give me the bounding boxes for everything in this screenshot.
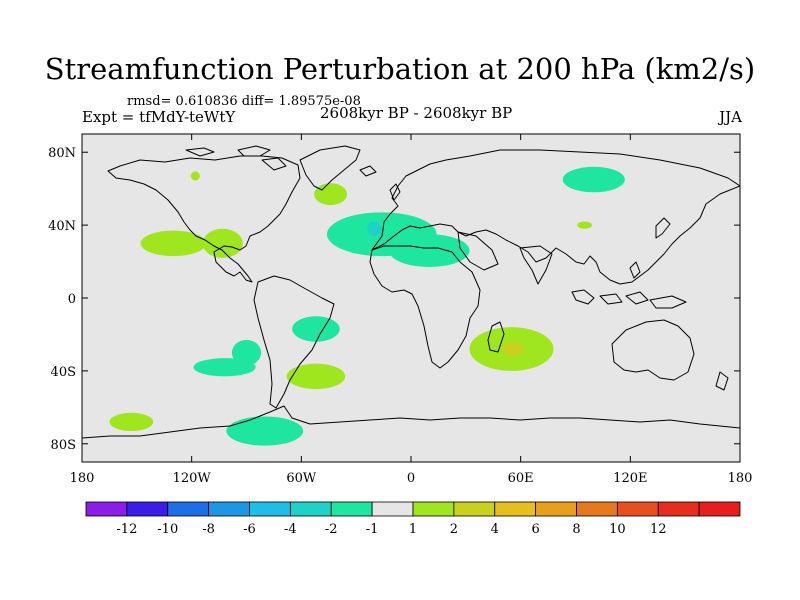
x-tick-label: 60E — [508, 471, 534, 486]
y-tick-label: 40S — [51, 365, 76, 380]
colorbar-label: 10 — [609, 522, 626, 537]
colorbar-swatch — [249, 501, 291, 517]
anomaly-patch — [109, 412, 154, 432]
colorbar-label: -8 — [202, 522, 215, 537]
anomaly-patch — [389, 234, 470, 268]
anomaly-patch — [292, 316, 340, 342]
anomaly-patch — [286, 363, 346, 390]
colorbar-swatch — [494, 501, 537, 517]
colorbar-swatch — [412, 501, 455, 517]
colorbar: -12 -10 -8 -6 -4 -2 -1 1 2 4 6 8 10 12 — [85, 501, 741, 537]
anomaly-patch — [140, 230, 207, 257]
colorbar-label: -10 — [157, 522, 178, 537]
experiment-label: Expt = tfMdY-teWtY — [82, 108, 236, 126]
axis-ticks: 180 120W 60W 0 60E 120E 180 80N 40N 0 40S 80S — [48, 134, 752, 486]
x-tick-label: 180 — [70, 471, 95, 486]
colorbar-label: -6 — [243, 522, 256, 537]
colorbar-label: -2 — [325, 522, 338, 537]
x-tick-label: 180 — [728, 471, 753, 486]
y-tick-label: 80N — [48, 146, 76, 161]
colorbar-label: 1 — [409, 522, 417, 537]
stats-line: rmsd= 0.610836 diff= 1.89575e-08 — [127, 94, 361, 109]
anomaly-patch — [231, 339, 262, 366]
colorbar-label: 6 — [531, 522, 539, 537]
y-tick-label: 40N — [48, 219, 76, 234]
x-tick-label: 120W — [173, 471, 212, 486]
colorbar-label: 12 — [650, 522, 667, 537]
colorbar-label: 2 — [450, 522, 458, 537]
colorbar-label: -4 — [284, 522, 297, 537]
colorbar-swatch — [330, 501, 373, 517]
colorbar-swatch — [85, 501, 128, 517]
anomaly-patch — [562, 166, 625, 193]
chart-title: Streamfunction Perturbation at 200 hPa (… — [44, 52, 756, 86]
colorbar-swatch — [657, 501, 700, 517]
anomaly-patch — [226, 416, 304, 446]
anomaly-patch — [314, 183, 348, 206]
colorbar-swatch — [576, 501, 618, 517]
anomaly-patch — [367, 221, 382, 237]
coastlines — [82, 145, 740, 439]
period-label: 2608kyr BP - 2608kyr BP — [320, 104, 513, 122]
anomaly-patch — [502, 341, 525, 357]
colorbar-swatch — [453, 501, 496, 517]
colorbar-label: 4 — [491, 522, 499, 537]
colorbar-swatch — [167, 501, 210, 517]
anomaly-patch — [190, 171, 200, 181]
colorbar-label: -1 — [366, 522, 379, 537]
colorbar-swatch — [289, 501, 332, 517]
colorbar-label: 8 — [572, 522, 580, 537]
anomaly-patch — [577, 221, 592, 229]
colorbar-swatch — [126, 501, 169, 517]
plot-background — [82, 134, 740, 462]
colorbar-swatch — [698, 501, 741, 517]
season-label: JJA — [719, 108, 742, 126]
x-tick-label: 0 — [407, 471, 415, 486]
anomaly-patch — [202, 228, 243, 258]
colorbar-swatch — [208, 501, 250, 517]
y-tick-label: 0 — [68, 292, 76, 307]
colorbar-swatch — [535, 501, 577, 517]
anomaly-layer — [109, 166, 625, 446]
x-tick-label: 120E — [613, 471, 647, 486]
colorbar-swatch — [371, 501, 414, 517]
y-tick-label: 80S — [51, 438, 76, 453]
colorbar-label: -12 — [116, 522, 137, 537]
colorbar-swatch — [616, 501, 659, 517]
x-tick-label: 60W — [286, 471, 317, 486]
